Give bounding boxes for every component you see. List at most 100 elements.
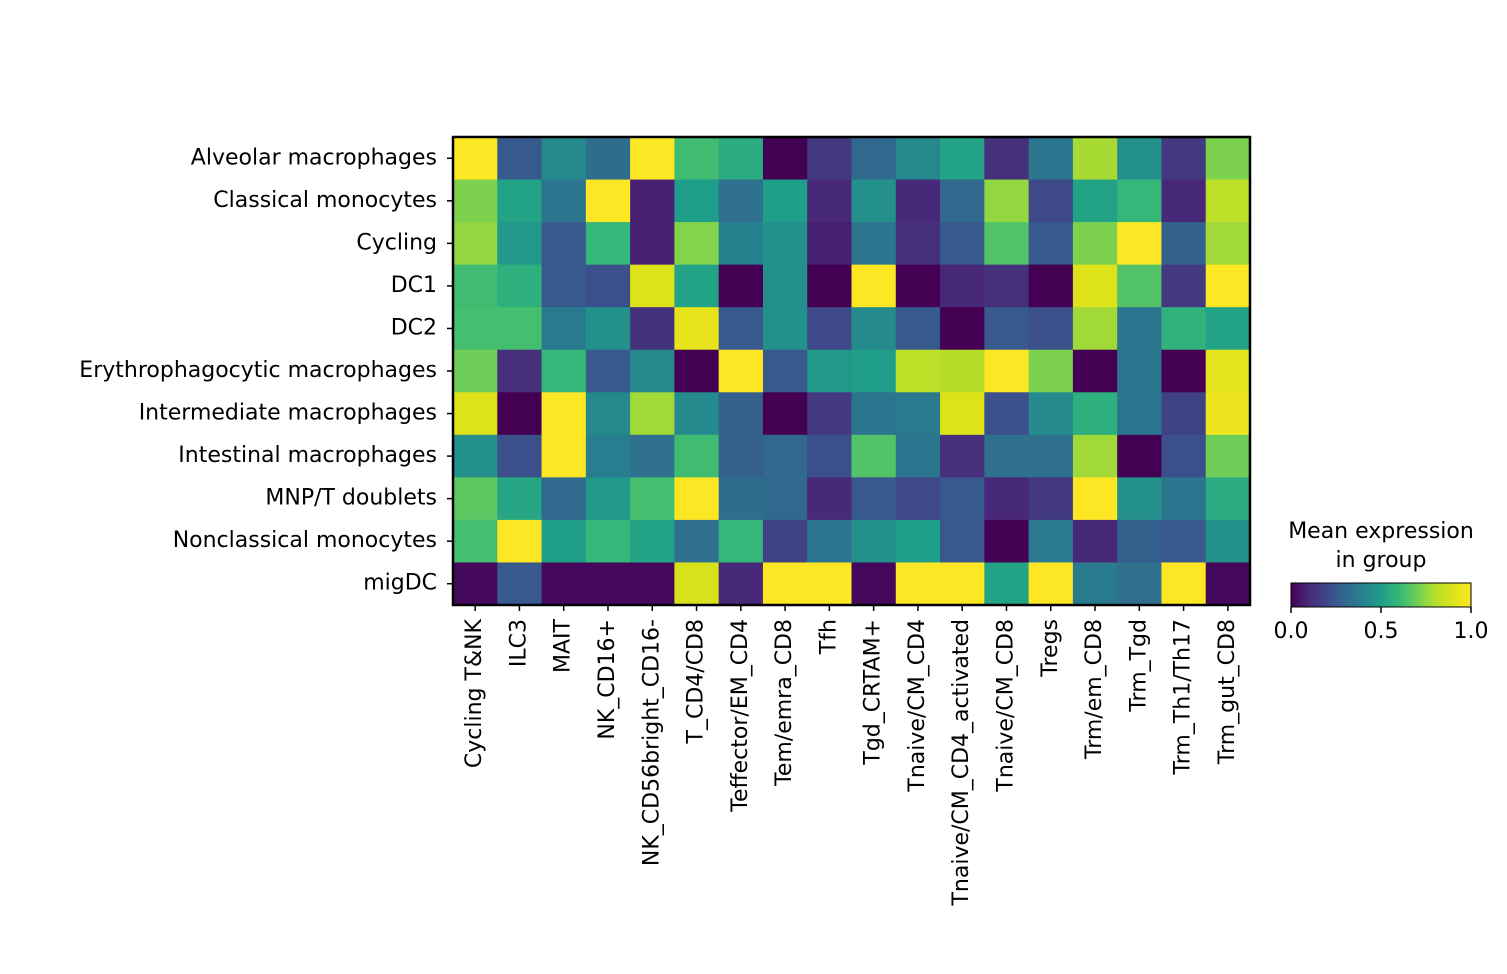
heatmap-cell [1028, 137, 1074, 181]
heatmap-cell [940, 477, 985, 521]
heatmap-cell [940, 392, 985, 436]
heatmap-cell [895, 264, 941, 308]
colorbar-segment [1295, 583, 1298, 607]
x-tick-label: Tnaive/CM_CD4 [905, 619, 930, 793]
heatmap-cell [630, 477, 675, 521]
heatmap-cell [762, 349, 808, 393]
heatmap-cell [807, 222, 852, 266]
colorbar-segment [1299, 583, 1302, 607]
colorbar-segment [1431, 583, 1434, 607]
y-tick-label: DC1 [391, 273, 437, 298]
heatmap-cell [630, 349, 675, 393]
colorbar-title: Mean expression [1288, 519, 1474, 544]
heatmap-cell [453, 264, 498, 308]
heatmap-cell [851, 392, 897, 436]
heatmap-cell [718, 137, 764, 181]
colorbar-segment [1367, 583, 1370, 607]
heatmap-cell [497, 307, 543, 351]
heatmap-cell [895, 519, 941, 563]
heatmap-cell [1028, 392, 1074, 436]
heatmap-cell [585, 477, 631, 521]
heatmap-cell [674, 222, 720, 266]
heatmap-cell [940, 222, 985, 266]
heatmap-cell [674, 264, 720, 308]
y-tick-label: Nonclassical monocytes [173, 528, 437, 553]
colorbar-segment [1395, 583, 1398, 607]
colorbar-segment [1373, 583, 1376, 607]
heatmap-cell [541, 179, 587, 223]
heatmap-cell [851, 477, 897, 521]
heatmap-cell [807, 307, 852, 351]
heatmap-cell [1072, 349, 1118, 393]
colorbar-segment [1405, 583, 1408, 607]
heatmap-cell [674, 137, 720, 181]
heatmap-cell [1072, 179, 1118, 223]
x-tick-label: Tregs [1038, 619, 1063, 678]
colorbar-segment [1389, 583, 1392, 607]
heatmap-cell [1161, 477, 1207, 521]
heatmap-cell [895, 222, 941, 266]
heatmap-cell [585, 519, 631, 563]
colorbar-segment [1303, 583, 1306, 607]
heatmap-cell [807, 349, 852, 393]
heatmap-cell [1205, 222, 1251, 266]
heatmap-cell [940, 307, 985, 351]
colorbar-segment [1425, 583, 1428, 607]
colorbar-segment [1399, 583, 1402, 607]
heatmap-cell [1205, 349, 1251, 393]
colorbar-segment [1401, 583, 1404, 607]
colorbar-segment [1319, 583, 1322, 607]
heatmap-cell [807, 434, 852, 478]
heatmap-cell [984, 434, 1030, 478]
heatmap-cell [541, 137, 587, 181]
y-tick-label: Classical monocytes [213, 188, 437, 213]
heatmap-cell [762, 264, 808, 308]
heatmap-cell [1072, 222, 1118, 266]
heatmap-cell [453, 137, 498, 181]
heatmap-cell [851, 137, 897, 181]
colorbar-segment [1337, 583, 1340, 607]
heatmap-cell [895, 434, 941, 478]
heatmap-cell [453, 477, 498, 521]
heatmap-cell [1028, 349, 1074, 393]
colorbar-segment [1335, 583, 1338, 607]
y-tick-label: Intermediate macrophages [139, 401, 437, 426]
heatmap-cell [807, 137, 852, 181]
heatmap-cell [1117, 477, 1162, 521]
heatmap-cell [1028, 264, 1074, 308]
heatmap-cell [1028, 519, 1074, 563]
y-tick-label: migDC [363, 571, 437, 596]
heatmap-cell [940, 434, 985, 478]
heatmap-cell [630, 392, 675, 436]
heatmap-cell [940, 519, 985, 563]
heatmap-cell [1205, 392, 1251, 436]
colorbar-segment [1413, 583, 1416, 607]
colorbar-segment [1305, 583, 1308, 607]
colorbar-segment [1315, 583, 1318, 607]
heatmap-cell [1072, 392, 1118, 436]
heatmap-cell [497, 222, 543, 266]
heatmap-cell [1028, 179, 1074, 223]
heatmap-cell [807, 179, 852, 223]
heatmap-cell [895, 179, 941, 223]
colorbar-segment [1411, 583, 1414, 607]
colorbar-segment [1441, 583, 1444, 607]
heatmap-cell [851, 222, 897, 266]
heatmap-cell [585, 179, 631, 223]
colorbar-segment [1443, 583, 1446, 607]
heatmap-cell [630, 179, 675, 223]
heatmap-cell [984, 519, 1030, 563]
heatmap-cell [1117, 562, 1162, 606]
heatmap-cell [1205, 519, 1251, 563]
heatmap-cell [630, 562, 675, 606]
x-tick-label: Tnaive/CM_CD8 [993, 619, 1018, 793]
heatmap-cell [807, 562, 852, 606]
y-tick-label: Intestinal macrophages [178, 443, 437, 468]
colorbar-segment [1465, 583, 1468, 607]
heatmap-cell [1161, 434, 1207, 478]
x-tick-label: T_CD4/CD8 [684, 619, 709, 744]
heatmap-cell [1028, 222, 1074, 266]
heatmap-cell [1205, 264, 1251, 308]
heatmap-cell [453, 434, 498, 478]
heatmap-cell [895, 137, 941, 181]
